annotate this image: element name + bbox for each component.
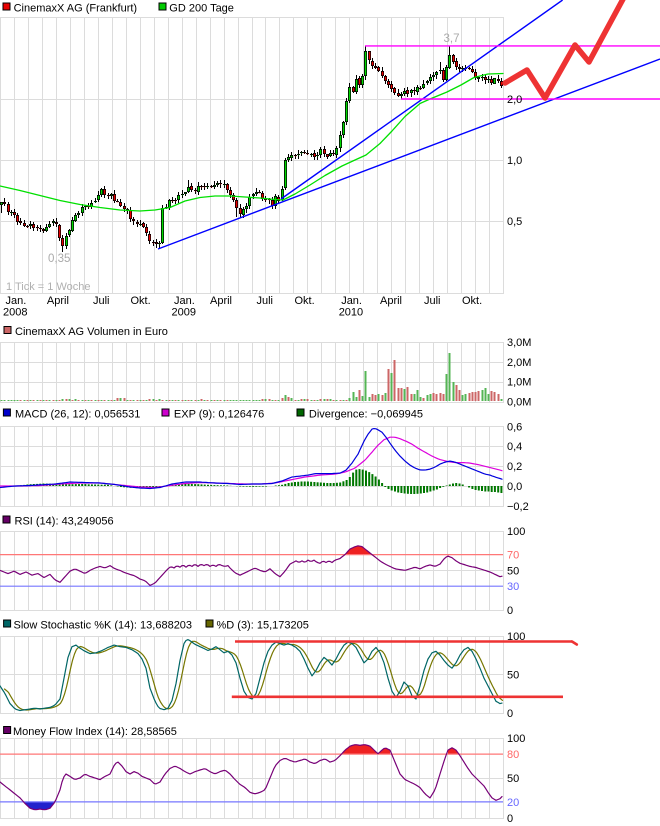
svg-text:3,0M: 3,0M bbox=[507, 337, 531, 349]
svg-text:1 Tick = 1 Woche: 1 Tick = 1 Woche bbox=[6, 281, 90, 293]
svg-text:0,0M: 0,0M bbox=[507, 397, 531, 409]
svg-text:0: 0 bbox=[507, 605, 513, 617]
svg-text:Okt.: Okt. bbox=[131, 295, 151, 307]
svg-text:Jan.: Jan. bbox=[341, 295, 362, 307]
svg-text:RSI (14): 43,249056: RSI (14): 43,249056 bbox=[15, 516, 114, 528]
svg-text:0,4: 0,4 bbox=[507, 441, 522, 453]
svg-text:0,6: 0,6 bbox=[507, 421, 522, 433]
svg-text:%D (3): 15,173205: %D (3): 15,173205 bbox=[217, 620, 309, 632]
svg-text:100: 100 bbox=[507, 733, 525, 745]
svg-text:Okt.: Okt. bbox=[295, 295, 315, 307]
svg-text:0,5: 0,5 bbox=[507, 216, 522, 228]
svg-text:0,35: 0,35 bbox=[48, 253, 70, 265]
svg-text:1,0M: 1,0M bbox=[507, 377, 531, 389]
svg-text:2009: 2009 bbox=[172, 307, 196, 319]
svg-text:CinemaxX AG (Frankfurt): CinemaxX AG (Frankfurt) bbox=[14, 3, 137, 15]
svg-text:50: 50 bbox=[507, 565, 519, 577]
svg-text:Jan.: Jan. bbox=[174, 295, 195, 307]
svg-text:0,2: 0,2 bbox=[507, 461, 522, 473]
svg-text:2008: 2008 bbox=[3, 307, 27, 319]
svg-text:April: April bbox=[47, 295, 69, 307]
svg-text:−0,2: −0,2 bbox=[507, 501, 529, 513]
svg-text:EXP (9): 0,126476: EXP (9): 0,126476 bbox=[174, 409, 264, 421]
svg-text:CinemaxX AG Volumen in Euro: CinemaxX AG Volumen in Euro bbox=[15, 326, 168, 338]
svg-text:100: 100 bbox=[507, 631, 525, 643]
svg-text:3,7: 3,7 bbox=[444, 33, 460, 45]
svg-text:20: 20 bbox=[507, 797, 519, 809]
svg-text:70: 70 bbox=[507, 550, 519, 562]
svg-text:2,0: 2,0 bbox=[507, 94, 522, 106]
svg-text:Juli: Juli bbox=[257, 295, 274, 307]
svg-text:80: 80 bbox=[507, 749, 519, 761]
svg-text:April: April bbox=[380, 295, 402, 307]
svg-text:Money Flow Index (14): 28,5856: Money Flow Index (14): 28,58565 bbox=[13, 726, 177, 738]
svg-text:0: 0 bbox=[507, 708, 513, 720]
svg-text:MACD (26, 12): 0,056531: MACD (26, 12): 0,056531 bbox=[15, 409, 140, 421]
svg-text:1,0: 1,0 bbox=[507, 155, 522, 167]
svg-text:Juli: Juli bbox=[424, 295, 441, 307]
svg-text:0,0: 0,0 bbox=[507, 481, 522, 493]
svg-text:2,0M: 2,0M bbox=[507, 357, 531, 369]
svg-text:Jan.: Jan. bbox=[6, 295, 27, 307]
svg-text:Slow Stochastic %K (14): 13,68: Slow Stochastic %K (14): 13,688203 bbox=[14, 620, 193, 632]
svg-text:50: 50 bbox=[507, 669, 519, 681]
svg-text:GD 200 Tage: GD 200 Tage bbox=[169, 3, 234, 15]
svg-text:April: April bbox=[210, 295, 232, 307]
svg-text:Okt.: Okt. bbox=[462, 295, 482, 307]
svg-text:Juli: Juli bbox=[93, 295, 110, 307]
svg-text:30: 30 bbox=[507, 581, 519, 593]
svg-text:0: 0 bbox=[507, 813, 513, 825]
svg-text:100: 100 bbox=[507, 526, 525, 538]
svg-text:2010: 2010 bbox=[339, 307, 363, 319]
svg-text:Divergence: −0,069945: Divergence: −0,069945 bbox=[309, 409, 423, 421]
svg-text:50: 50 bbox=[507, 773, 519, 785]
